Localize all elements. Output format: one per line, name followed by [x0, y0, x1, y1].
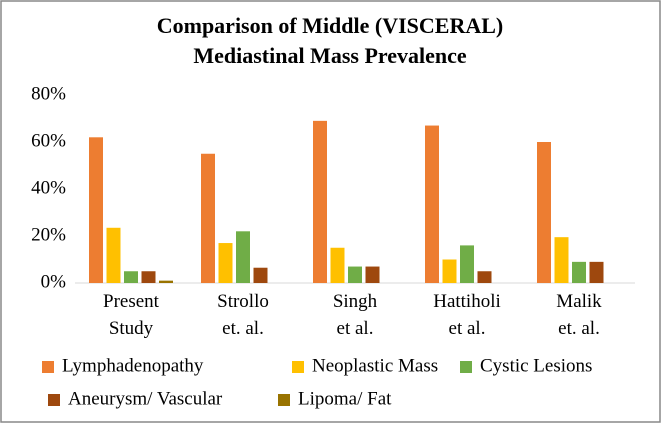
bar	[253, 267, 268, 283]
bar	[348, 266, 362, 283]
legend-swatch	[48, 394, 60, 406]
bar	[218, 243, 233, 283]
x-tick-label: Present Study	[103, 291, 160, 339]
y-tick-label: 20%	[31, 224, 66, 245]
bar	[330, 247, 345, 283]
chart-title: Comparison of Middle (VISCERAL) Mediastin…	[157, 13, 504, 68]
legend-swatch	[278, 394, 290, 406]
legend-label: Cystic Lesions	[480, 355, 592, 376]
x-tick-label: Singh et al.	[333, 291, 378, 339]
y-tick-label: 0%	[41, 271, 67, 292]
legend-label: Neoplastic Mass	[312, 355, 438, 376]
legend-swatch	[292, 361, 304, 373]
x-tick-label: Strollo et. al.	[217, 291, 269, 339]
bar	[589, 261, 604, 283]
bar	[537, 142, 551, 283]
bar	[442, 259, 457, 283]
bar	[572, 261, 586, 283]
legend-label: Lipoma/ Fat	[298, 388, 392, 409]
bar	[313, 120, 327, 283]
bar	[425, 125, 439, 283]
bar	[365, 266, 380, 283]
legend-swatch	[42, 361, 54, 373]
bar	[477, 271, 492, 283]
bar	[460, 245, 474, 283]
bar	[236, 231, 250, 283]
y-tick-label: 60%	[31, 130, 66, 151]
x-tick-label: Hattiholi et al.	[433, 291, 501, 339]
x-tick-label: Malik et. al.	[556, 291, 602, 339]
legend-label: Lymphadenopathy	[62, 355, 204, 376]
bar	[106, 227, 121, 283]
y-tick-label: 40%	[31, 177, 66, 198]
bar	[201, 153, 215, 283]
y-tick-label: 80%	[31, 83, 66, 104]
bar	[124, 271, 138, 283]
bar	[141, 271, 156, 283]
bar	[159, 280, 173, 283]
legend-label: Aneurysm/ Vascular	[68, 388, 223, 409]
bar	[89, 137, 103, 283]
legend-swatch	[460, 361, 472, 373]
bar	[554, 237, 569, 283]
